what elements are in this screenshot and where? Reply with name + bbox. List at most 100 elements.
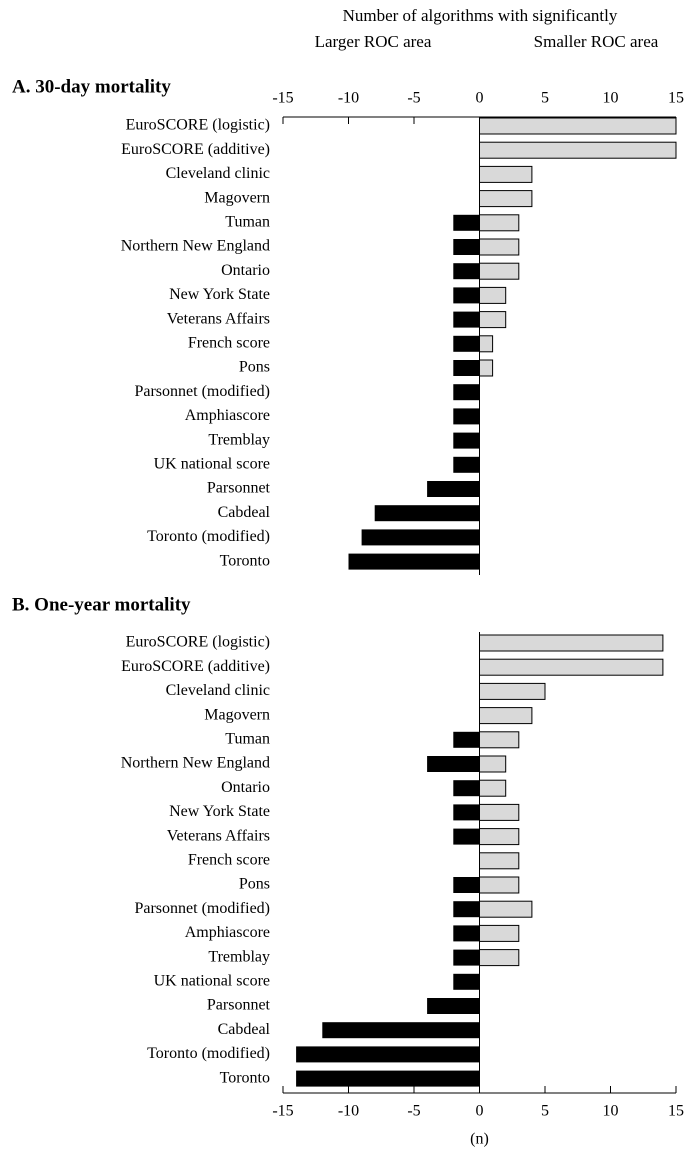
category-label: Toronto — [220, 552, 270, 569]
x-tick-label: 5 — [541, 1103, 549, 1120]
bar — [479, 755, 507, 773]
bar — [453, 949, 480, 966]
x-tick-label: 5 — [541, 90, 549, 107]
bar — [453, 287, 480, 304]
bar — [427, 998, 480, 1014]
bar — [479, 190, 533, 208]
category-label: Pons — [239, 876, 270, 893]
category-label: Cabdeal — [218, 1021, 271, 1038]
x-tick-label: -10 — [338, 90, 359, 107]
bar — [453, 877, 480, 893]
x-tick-label: -5 — [407, 90, 420, 107]
bar — [453, 335, 480, 352]
bar — [479, 238, 520, 256]
category-label: New York State — [169, 286, 270, 303]
bar — [453, 973, 480, 990]
bar — [479, 803, 520, 821]
bar — [479, 852, 520, 870]
bar — [453, 780, 480, 797]
x-axis-label: (n) — [470, 1131, 489, 1148]
bar — [374, 505, 480, 522]
category-label: Cleveland clinic — [166, 165, 270, 182]
bar — [322, 1022, 480, 1039]
category-label: French score — [188, 334, 270, 351]
category-label: Veterans Affairs — [167, 310, 270, 327]
category-label: Cabdeal — [218, 504, 271, 521]
bar — [453, 408, 480, 425]
axis-title: Number of algorithms with significantly — [343, 6, 618, 25]
bar — [453, 901, 480, 918]
bar — [296, 1070, 480, 1087]
x-tick-label: 0 — [476, 1103, 484, 1120]
category-label: EuroSCORE (additive) — [121, 658, 270, 675]
x-tick-label: 10 — [603, 1103, 619, 1120]
bar — [453, 360, 480, 376]
bar — [479, 141, 677, 159]
bar — [479, 731, 520, 749]
bar — [479, 876, 520, 894]
category-label: Tremblay — [208, 431, 270, 448]
bar — [361, 529, 480, 546]
bar — [479, 335, 494, 353]
category-label: Magovern — [204, 706, 270, 723]
right-label: Smaller ROC area — [534, 32, 659, 51]
category-label: UK national score — [154, 972, 270, 989]
x-tick-label: -15 — [272, 1103, 293, 1120]
x-tick-label: -5 — [407, 1103, 420, 1120]
category-label: Pons — [239, 359, 270, 376]
panel-title: A. 30-day mortality — [12, 76, 171, 97]
bar — [479, 779, 507, 797]
category-label: Toronto (modified) — [147, 1045, 270, 1062]
bar — [453, 214, 480, 231]
bar — [479, 117, 677, 135]
x-tick-label: -10 — [338, 1103, 359, 1120]
category-label: Ontario — [221, 779, 270, 796]
category-label: Parsonnet — [207, 480, 271, 497]
category-label: Tremblay — [208, 948, 270, 965]
category-label: New York State — [169, 803, 270, 820]
category-label: Toronto (modified) — [147, 528, 270, 545]
x-tick-label: -15 — [272, 90, 293, 107]
category-label: Northern New England — [121, 238, 270, 255]
category-label: EuroSCORE (logistic) — [126, 634, 270, 651]
bar — [479, 311, 507, 329]
bar — [453, 804, 480, 821]
bar — [453, 925, 480, 942]
bar — [453, 731, 480, 748]
bar — [453, 263, 480, 280]
bar — [479, 682, 546, 700]
category-label: Parsonnet (modified) — [134, 900, 270, 917]
category-label: French score — [188, 851, 270, 868]
category-label: Cleveland clinic — [166, 682, 270, 699]
panel-title: B. One-year mortality — [12, 594, 191, 615]
bar — [453, 311, 480, 328]
bar — [453, 384, 480, 401]
bar — [479, 900, 533, 918]
bar — [453, 456, 480, 473]
bar — [479, 707, 533, 725]
bar — [453, 239, 480, 255]
bar — [479, 949, 520, 967]
bar — [479, 924, 520, 942]
category-label: Northern New England — [121, 755, 270, 772]
category-label: Parsonnet (modified) — [134, 383, 270, 400]
category-label: EuroSCORE (additive) — [121, 141, 270, 158]
category-label: Toronto — [220, 1069, 270, 1086]
category-label: Veterans Affairs — [167, 827, 270, 844]
category-label: Tuman — [225, 730, 270, 747]
x-tick-label: 15 — [668, 90, 684, 107]
left-label: Larger ROC area — [315, 32, 432, 51]
category-label: EuroSCORE (logistic) — [126, 117, 270, 134]
bar — [479, 165, 533, 183]
x-tick-label: 10 — [603, 90, 619, 107]
bar — [453, 432, 480, 449]
bar — [479, 286, 507, 304]
bar — [427, 756, 480, 772]
bar — [427, 481, 480, 497]
bar — [453, 828, 480, 845]
bar — [479, 828, 520, 846]
bar — [479, 658, 664, 676]
x-tick-label: 0 — [476, 90, 484, 107]
category-label: Tuman — [225, 213, 270, 230]
